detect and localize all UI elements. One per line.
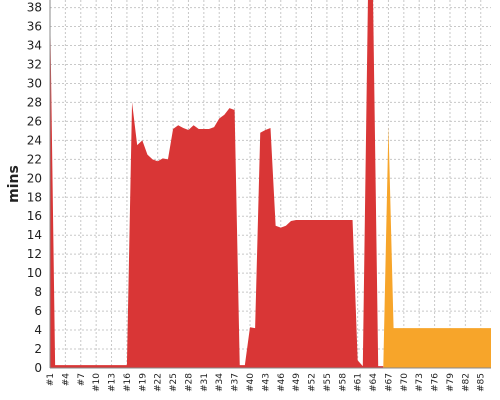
series-area-orange (383, 126, 491, 368)
y-tick-label: 34 (27, 39, 42, 53)
x-tick-label: #10 (92, 373, 102, 392)
x-tick-label: #79 (446, 373, 456, 392)
x-tick-label: #55 (323, 373, 333, 392)
x-tick-label: #70 (400, 373, 410, 392)
y-tick-label: 14 (27, 228, 42, 242)
y-tick-label: 2 (34, 342, 42, 356)
x-tick-label: #40 (246, 373, 256, 392)
y-tick-label: 20 (27, 171, 42, 185)
x-tick-label: #73 (415, 373, 425, 392)
x-tick-label: #37 (231, 373, 241, 392)
plot-areas (50, 0, 491, 368)
x-tick-label: #52 (308, 373, 318, 392)
y-tick-label: 32 (27, 57, 42, 71)
y-tick-label: 12 (27, 247, 42, 261)
y-tick-label: 10 (27, 266, 42, 280)
y-tick-label: 6 (34, 304, 42, 318)
x-tick-label: #43 (261, 373, 271, 392)
x-tick-label: #1 (46, 373, 56, 386)
y-tick-label: 30 (27, 76, 42, 90)
y-tick-label: 26 (27, 114, 42, 128)
x-tick-labels: #1 #4 #7 #10 #13 #16 #19 #22 #25 #28 #31 #34 #37 #40 #… (46, 373, 487, 392)
y-tick-label: 38 (27, 1, 42, 15)
x-tick-label: #49 (292, 373, 302, 392)
x-tick-label: #76 (431, 373, 441, 392)
x-tick-label: #13 (108, 373, 118, 392)
x-tick-label: #19 (138, 373, 148, 392)
x-tick-label: #22 (154, 373, 164, 392)
y-tick-label: 24 (27, 133, 42, 147)
y-tick-label: 28 (27, 95, 42, 109)
y-tick-label: 18 (27, 190, 42, 204)
x-tick-label: #64 (369, 373, 379, 392)
y-axis-label: mins (6, 165, 22, 203)
axes (49, 0, 491, 369)
x-tick-label: #16 (123, 373, 133, 392)
x-tick-label: #46 (277, 373, 287, 392)
x-tick-label: #31 (200, 373, 210, 392)
y-tick-label: 22 (27, 152, 42, 166)
x-tick-label: #82 (461, 373, 471, 392)
series-area-red (50, 0, 384, 368)
x-tick-label: #61 (354, 373, 364, 392)
x-tick-label: #67 (384, 373, 394, 392)
x-tick-label: #34 (215, 373, 225, 392)
x-tick-label: #4 (61, 373, 71, 387)
y-tick-label: 0 (34, 361, 42, 375)
y-tick-label: 36 (27, 20, 42, 34)
x-tick-label: #85 (477, 373, 487, 392)
x-tick-label: #25 (169, 373, 179, 392)
x-tick-label: #28 (184, 373, 194, 392)
x-tick-label: #58 (338, 373, 348, 392)
y-tick-label: 4 (34, 323, 42, 337)
y-tick-label: 8 (34, 285, 42, 299)
y-tick-label: 16 (27, 209, 42, 223)
x-tick-label: #7 (77, 373, 87, 386)
